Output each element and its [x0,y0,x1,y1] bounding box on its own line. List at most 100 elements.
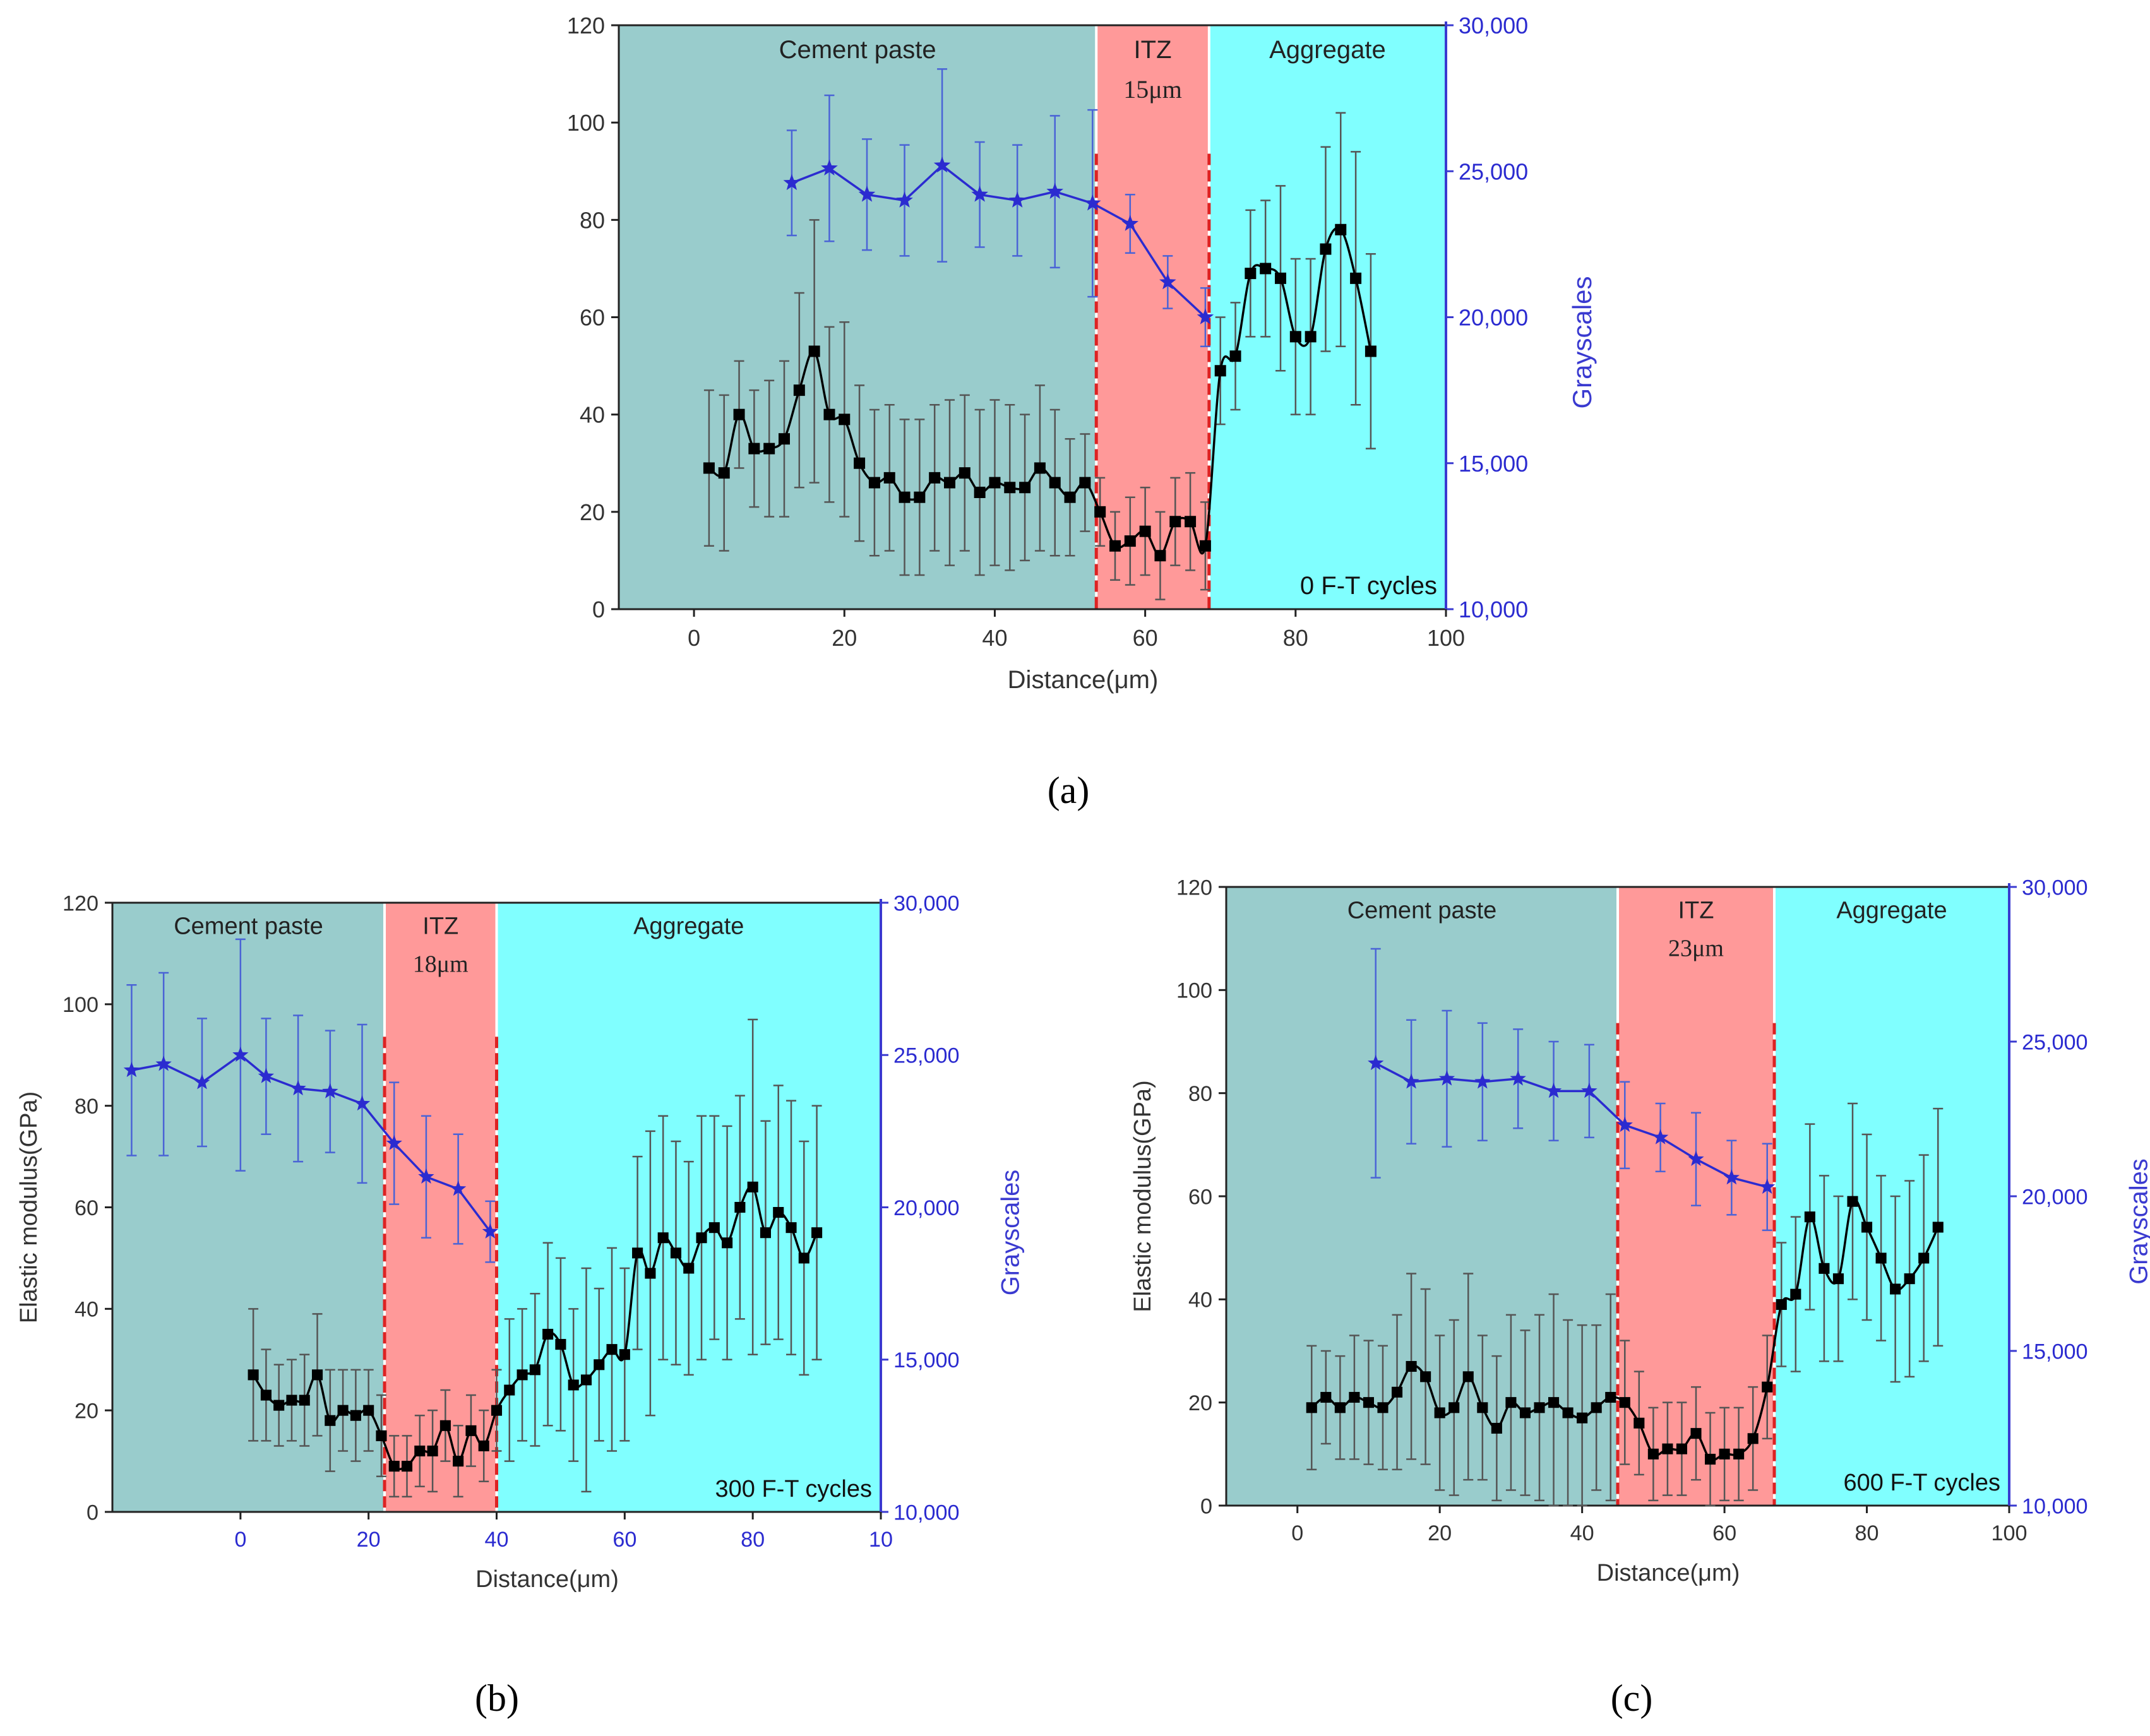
data-point [1320,1391,1332,1403]
series-line [131,1054,491,1233]
cycles-annotation: 300 F-T cycles [715,1476,872,1502]
data-point [542,1328,554,1340]
data-point [1591,1402,1602,1413]
data-point [785,1222,797,1234]
data-point [1776,1299,1787,1311]
data-point [696,1232,707,1244]
x-tick-label: 0 [234,1528,246,1552]
zone-label: Aggregate [1269,36,1386,64]
zone-label: Cement paste [1347,897,1497,924]
data-point [427,1445,438,1457]
y2-tick-label: 10,000 [1459,597,1528,622]
data-point [465,1425,477,1436]
y2-tick-label: 15,000 [893,1348,960,1372]
data-point [1185,516,1197,528]
data-point [414,1445,426,1457]
data-point [1832,1273,1844,1285]
data-point [1719,1448,1730,1460]
data-point [1762,1381,1773,1393]
data-point [1214,365,1226,377]
data-point [1019,482,1031,494]
data-point [258,1067,274,1083]
elastic-modulus-series [1306,1102,1944,1507]
data-point [260,1389,272,1401]
grayscale-series [1368,948,1776,1232]
data-point [529,1364,540,1376]
y-tick-label: 120 [567,13,605,39]
data-point [1260,263,1272,275]
data-point [971,186,988,202]
data-point [974,487,986,498]
data-point [1094,506,1106,518]
data-point [703,462,715,474]
data-point [450,1180,467,1196]
x-tick-label: 20 [357,1528,381,1552]
y-tick-label: 60 [75,1196,99,1220]
data-point [418,1168,434,1184]
data-point [1562,1407,1574,1418]
data-point [1245,268,1257,280]
data-point [1545,1083,1562,1098]
y2-axis-title: Grayscales [1567,276,1597,408]
elastic-modulus-series [703,112,1377,600]
data-point [1363,1397,1375,1408]
y2-tick-label: 20,000 [2022,1185,2088,1209]
data-point [959,467,970,479]
y-tick-label: 100 [1176,979,1212,1003]
y-tick-label: 100 [567,110,605,136]
y-tick-label: 80 [580,207,605,233]
data-point [299,1394,310,1406]
data-point [1335,223,1347,235]
x-tick-label: 80 [741,1528,765,1552]
y-axis-title: Elastic modulus(GPa) [1130,1080,1156,1312]
data-point [194,1074,210,1090]
data-point [1890,1283,1901,1295]
data-point [232,1047,249,1062]
y-tick-label: 80 [1188,1082,1212,1106]
data-point [517,1369,528,1381]
data-point [811,1227,823,1239]
y-tick-label: 0 [1200,1494,1212,1518]
y2-tick-label: 30,000 [2022,876,2088,900]
chart-panel-b: Cement paste ITZ 18μm Aggregate 300 F-T cycl… [16,891,1025,1592]
x-tick-label: 40 [1570,1521,1594,1545]
data-point [645,1268,656,1279]
zone-width-label: 23μm [1668,935,1724,961]
data-point [933,157,951,173]
y2-tick-label: 30,000 [1459,13,1528,39]
data-point [1652,1129,1669,1144]
y2-tick-label: 25,000 [893,1044,960,1068]
y-tick-label: 60 [1188,1185,1212,1209]
data-point [1064,491,1076,503]
data-point [1420,1371,1431,1382]
data-point [1008,191,1026,208]
data-point [734,1201,746,1213]
y-tick-label: 60 [580,305,605,331]
data-point [386,1134,402,1150]
data-point [1534,1402,1545,1413]
data-point [1462,1371,1474,1382]
data-point [1199,540,1211,552]
data-point [1491,1422,1502,1434]
data-point [899,491,911,503]
data-point [1305,331,1317,343]
x-tick-label: 80 [1855,1521,1879,1545]
data-point [760,1227,771,1239]
y-tick-label: 0 [87,1501,99,1525]
data-point [1790,1288,1801,1300]
data-point [1124,535,1136,547]
data-point [1477,1402,1488,1413]
data-point [808,345,820,357]
data-point [123,1062,140,1078]
y-tick-label: 0 [592,597,605,622]
data-point [1034,462,1046,474]
grayscale-series [783,68,1214,347]
y-tick-label: 100 [63,993,99,1017]
y-tick-label: 120 [63,891,99,915]
data-point [1349,1391,1360,1403]
data-point [1688,1150,1704,1166]
y2-tick-label: 20,000 [893,1196,960,1220]
data-point [594,1359,605,1370]
data-point [821,159,838,175]
